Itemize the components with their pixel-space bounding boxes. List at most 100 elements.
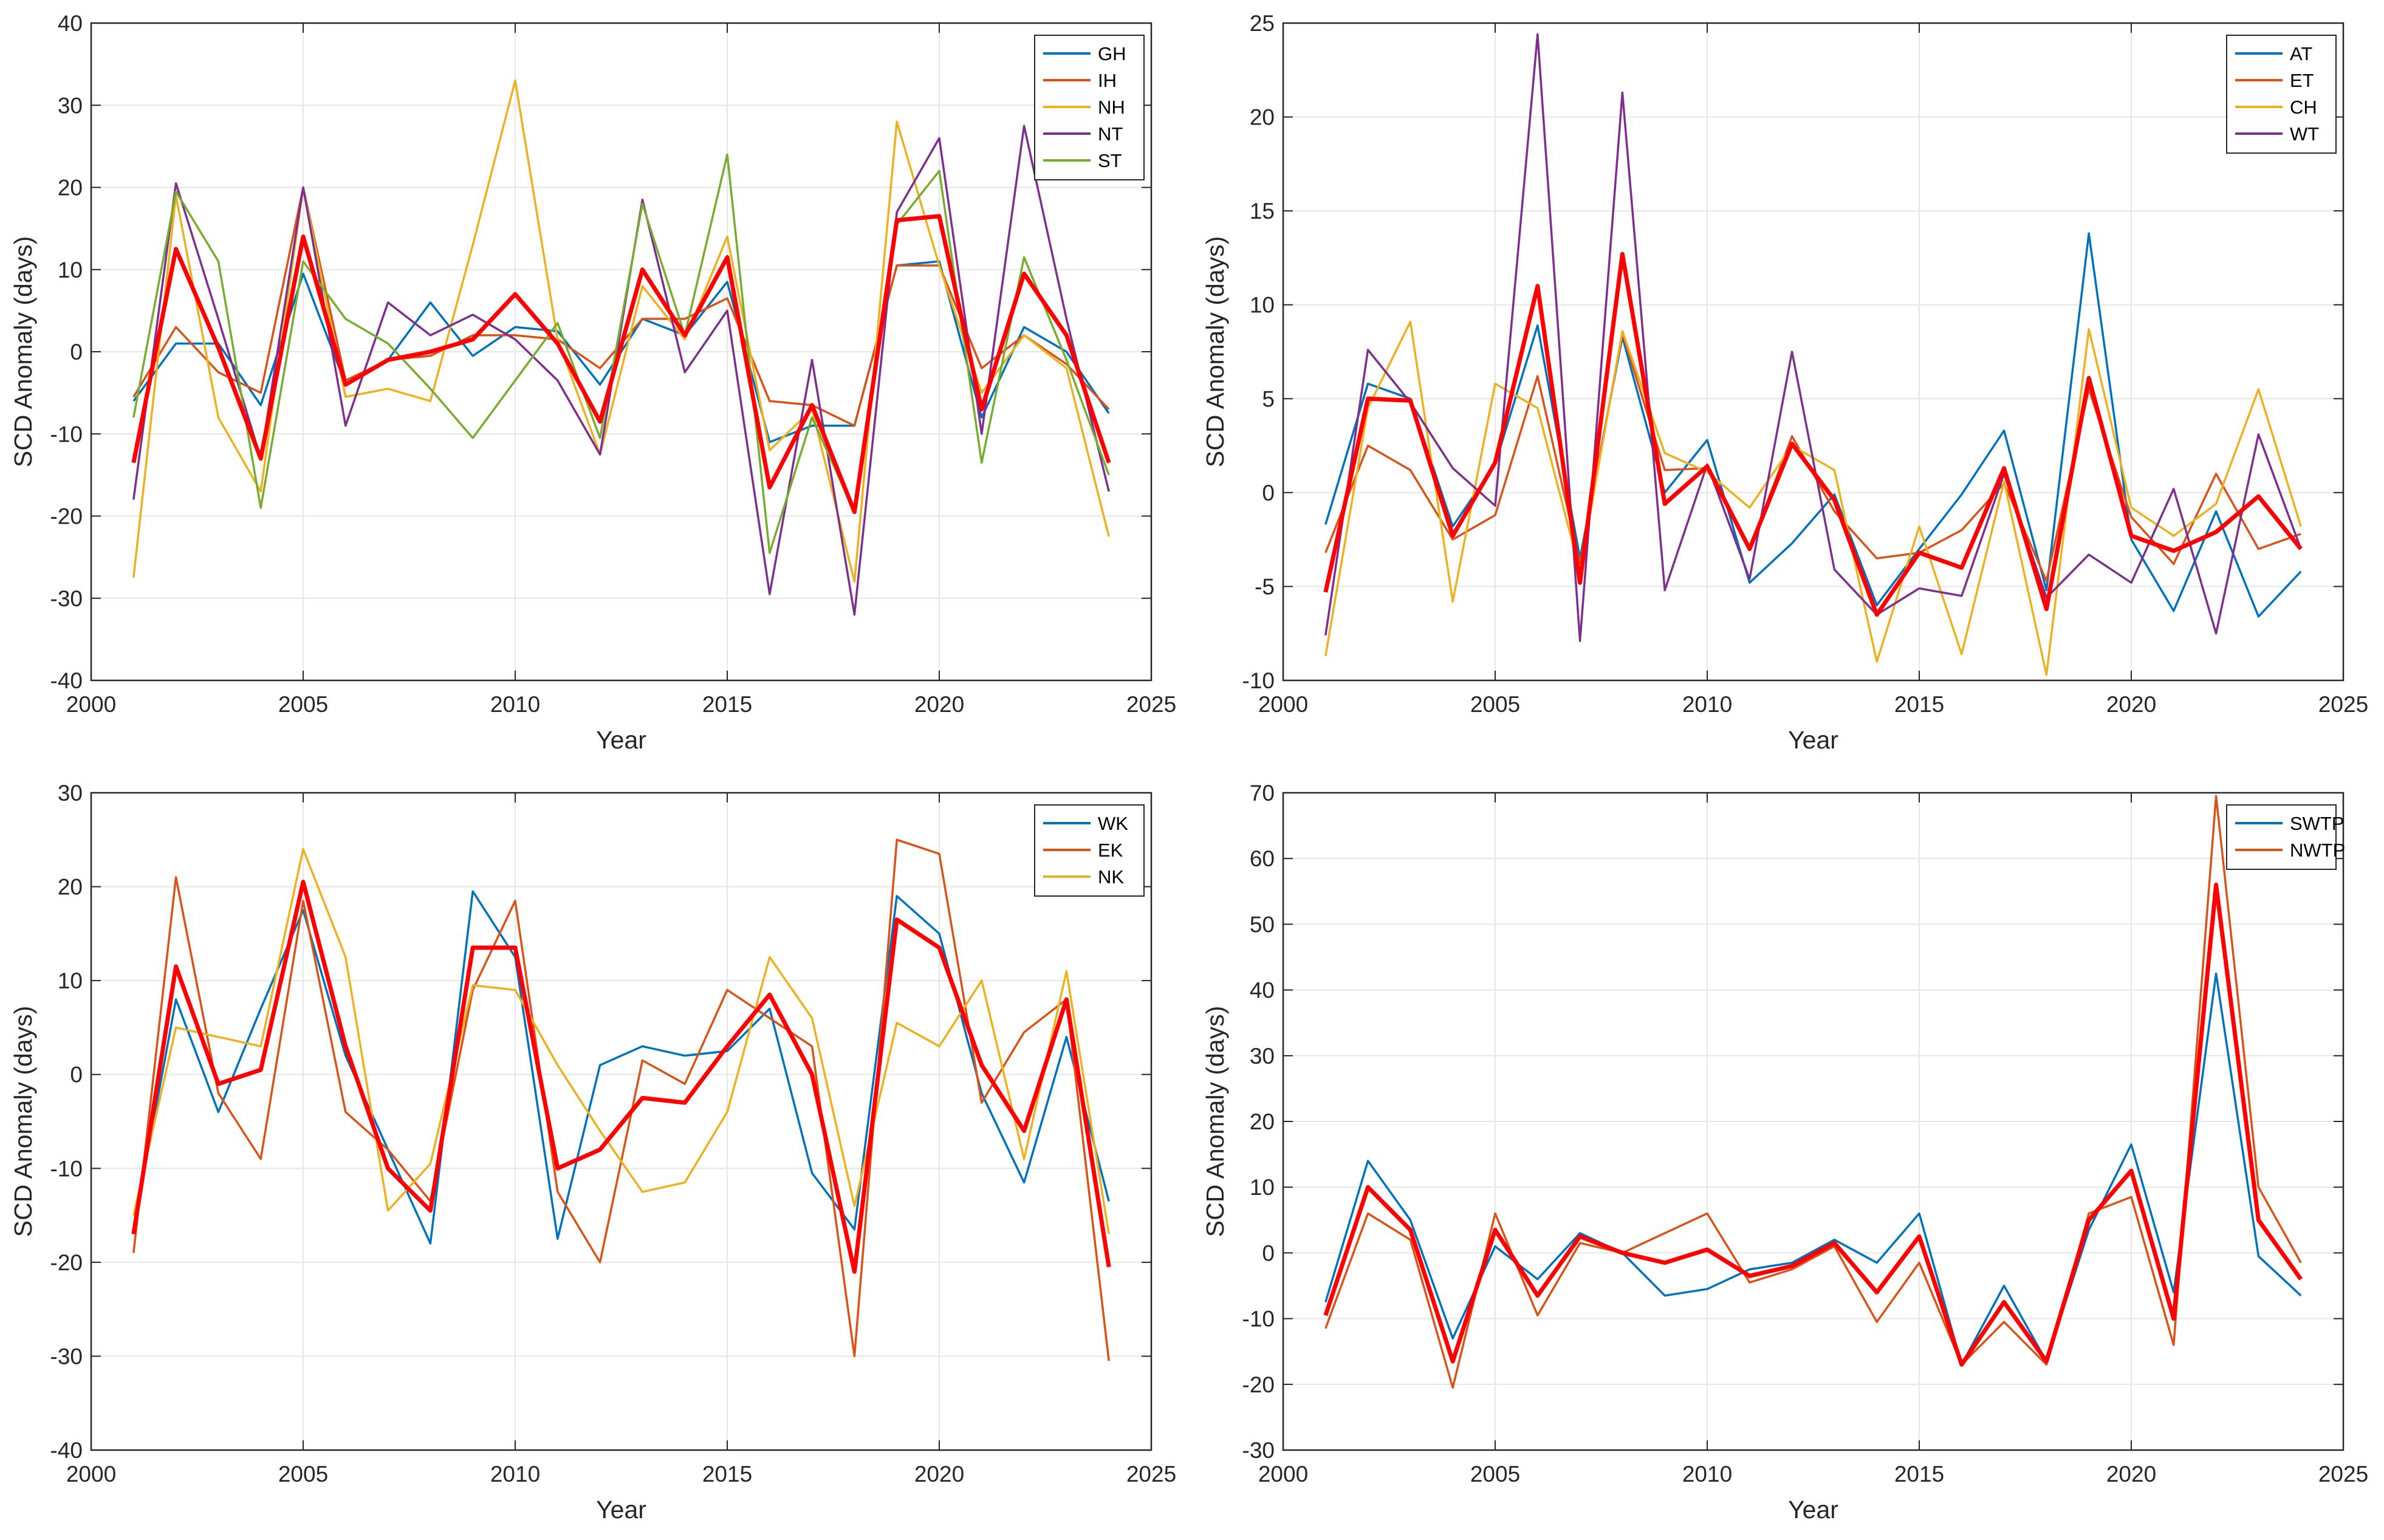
y-tick-label: -30 bbox=[50, 1344, 83, 1369]
y-tick-label: 20 bbox=[58, 875, 83, 900]
series-line-nt bbox=[132, 125, 1110, 616]
y-tick-label: -20 bbox=[50, 1250, 83, 1275]
legend-label-nt: NT bbox=[1098, 123, 1123, 145]
x-axis-label: Year bbox=[1788, 1496, 1838, 1524]
y-tick-label: 0 bbox=[70, 340, 83, 364]
y-tick-label: -10 bbox=[50, 1156, 83, 1181]
x-tick-label: 2020 bbox=[2106, 1462, 2156, 1487]
chart-svg: 2000 2005 2010 2015 2020 2025 -40 -30 -20 -10 0 10 2… bbox=[9, 781, 1176, 1524]
legend-label-ih: IH bbox=[1098, 70, 1117, 91]
x-tick-label: 2020 bbox=[914, 692, 964, 717]
y-tick-label: -30 bbox=[50, 586, 83, 611]
chart-svg: 2000 2005 2010 2015 2020 2025 -40 -30 -20 -10 0 10 2… bbox=[9, 11, 1176, 754]
series-line-mean bbox=[131, 214, 1111, 515]
y-tick-label: 20 bbox=[58, 176, 83, 200]
plot-area bbox=[1283, 23, 2343, 680]
legend-label-wk: WK bbox=[1098, 813, 1128, 834]
x-axis-label: Year bbox=[596, 1496, 646, 1524]
y-tick-label: 40 bbox=[1250, 978, 1275, 1003]
y-tick-label: 40 bbox=[58, 11, 83, 36]
x-tick-label: 2025 bbox=[1126, 692, 1176, 717]
plot-frame bbox=[90, 792, 1153, 1451]
y-tick-label: 25 bbox=[1250, 11, 1275, 36]
x-tick-label: 2010 bbox=[1682, 692, 1732, 717]
chart-panel-top-left: 2000 2005 2010 2015 2020 2025 -40 -30 -20 -10 0 10 2… bbox=[0, 0, 1192, 770]
y-tick-label: 30 bbox=[58, 781, 83, 806]
x-tick-label: 2000 bbox=[66, 1462, 116, 1487]
x-tick-label: 2020 bbox=[2106, 692, 2156, 717]
y-tick-label: -10 bbox=[50, 422, 83, 447]
y-axis-label: SCD Anomaly (days) bbox=[9, 236, 37, 468]
y-tick-label: -10 bbox=[1242, 668, 1275, 693]
legend-label-swtp: SWTP bbox=[2290, 813, 2345, 834]
y-tick-label: 70 bbox=[1250, 781, 1275, 806]
y-tick-label: 50 bbox=[1250, 912, 1275, 937]
y-tick-label: 5 bbox=[1262, 386, 1275, 411]
series-line-st bbox=[132, 153, 1110, 555]
x-tick-label: 2015 bbox=[702, 692, 752, 717]
series-line-nwtp bbox=[1324, 795, 2302, 1389]
legend-label-ek: EK bbox=[1098, 840, 1123, 861]
y-tick-label: 60 bbox=[1250, 846, 1275, 871]
y-tick-label: -20 bbox=[1242, 1372, 1275, 1397]
x-tick-label: 2010 bbox=[490, 692, 540, 717]
y-tick-label: 10 bbox=[58, 258, 83, 282]
x-tick-label: 2025 bbox=[1126, 1462, 1176, 1487]
legend-label-et: ET bbox=[2290, 70, 2314, 91]
chart-panel-top-right: 2000 2005 2010 2015 2020 2025 -10 -5 0 5 10 15 20 25 Y… bbox=[1192, 0, 2384, 770]
y-tick-label: -10 bbox=[1242, 1307, 1275, 1332]
y-tick-label: 0 bbox=[1262, 1241, 1275, 1265]
y-tick-label: -20 bbox=[50, 504, 83, 529]
y-tick-label: 15 bbox=[1250, 199, 1275, 224]
x-tick-label: 2000 bbox=[66, 692, 116, 717]
y-tick-label: 10 bbox=[58, 968, 83, 993]
y-tick-label: 20 bbox=[1250, 1109, 1275, 1134]
x-tick-label: 2000 bbox=[1258, 692, 1308, 717]
series-line-swtp bbox=[1324, 972, 2302, 1366]
legend-label-wt: WT bbox=[2290, 123, 2319, 145]
y-tick-label: 0 bbox=[70, 1063, 83, 1087]
y-tick-label: 10 bbox=[1250, 293, 1275, 318]
legend-label-nk: NK bbox=[1098, 866, 1124, 888]
y-axis-label: SCD Anomaly (days) bbox=[1201, 236, 1229, 468]
chart-svg: 2000 2005 2010 2015 2020 2025-10-50510152025Y… bbox=[1201, 11, 2368, 754]
x-tick-label: 2005 bbox=[278, 692, 328, 717]
x-tick-label: 2015 bbox=[702, 1462, 752, 1487]
y-tick-label: -5 bbox=[1255, 574, 1275, 599]
x-axis-label: Year bbox=[596, 726, 646, 754]
series-line-wt bbox=[1324, 33, 2302, 642]
x-tick-label: 2025 bbox=[2318, 692, 2368, 717]
y-tick-label: 0 bbox=[1262, 481, 1275, 505]
y-tick-label: 10 bbox=[1250, 1175, 1275, 1200]
y-tick-label: 20 bbox=[1250, 105, 1275, 130]
x-tick-label: 2010 bbox=[1682, 1462, 1732, 1487]
y-axis-label: SCD Anomaly (days) bbox=[9, 1006, 37, 1237]
y-axis-label: SCD Anomaly (days) bbox=[1201, 1006, 1229, 1237]
chart-panel-bottom-right: 2000 2005 2010 2015 2020 2025 -30 -20 -10 0 10 20 30… bbox=[1192, 770, 2384, 1539]
series-line-mean bbox=[1323, 883, 2303, 1367]
series-line-mean bbox=[131, 880, 1111, 1274]
legend-label-nwtp: NWTP bbox=[2290, 840, 2345, 861]
x-tick-label: 2005 bbox=[1470, 1462, 1520, 1487]
series-line-wk bbox=[132, 890, 1110, 1245]
x-tick-label: 2005 bbox=[1470, 692, 1520, 717]
legend-label-st: ST bbox=[1098, 150, 1122, 171]
plot-frame bbox=[1282, 22, 2345, 682]
legend-label-ch: CH bbox=[2290, 97, 2317, 118]
y-tick-label: -40 bbox=[50, 668, 83, 693]
x-axis-label: Year bbox=[1788, 726, 1838, 754]
legend-label-gh: GH bbox=[1098, 43, 1126, 64]
x-tick-label: 2005 bbox=[278, 1462, 328, 1487]
y-tick-label: -30 bbox=[1242, 1438, 1275, 1463]
chart-panel-bottom-left: 2000 2005 2010 2015 2020 2025 -40 -30 -20 -10 0 10 2… bbox=[0, 770, 1192, 1539]
y-tick-label: 30 bbox=[58, 93, 83, 118]
x-tick-label: 2025 bbox=[2318, 1462, 2368, 1487]
x-tick-label: 2015 bbox=[1894, 692, 1944, 717]
y-tick-label: -40 bbox=[50, 1438, 83, 1463]
legend-label-at: AT bbox=[2290, 43, 2312, 64]
series-line-mean bbox=[1323, 252, 2303, 617]
x-tick-label: 2015 bbox=[1894, 1462, 1944, 1487]
series-line-nk bbox=[132, 847, 1110, 1234]
y-tick-label: 30 bbox=[1250, 1044, 1275, 1069]
legend-label-nh: NH bbox=[1098, 97, 1125, 118]
